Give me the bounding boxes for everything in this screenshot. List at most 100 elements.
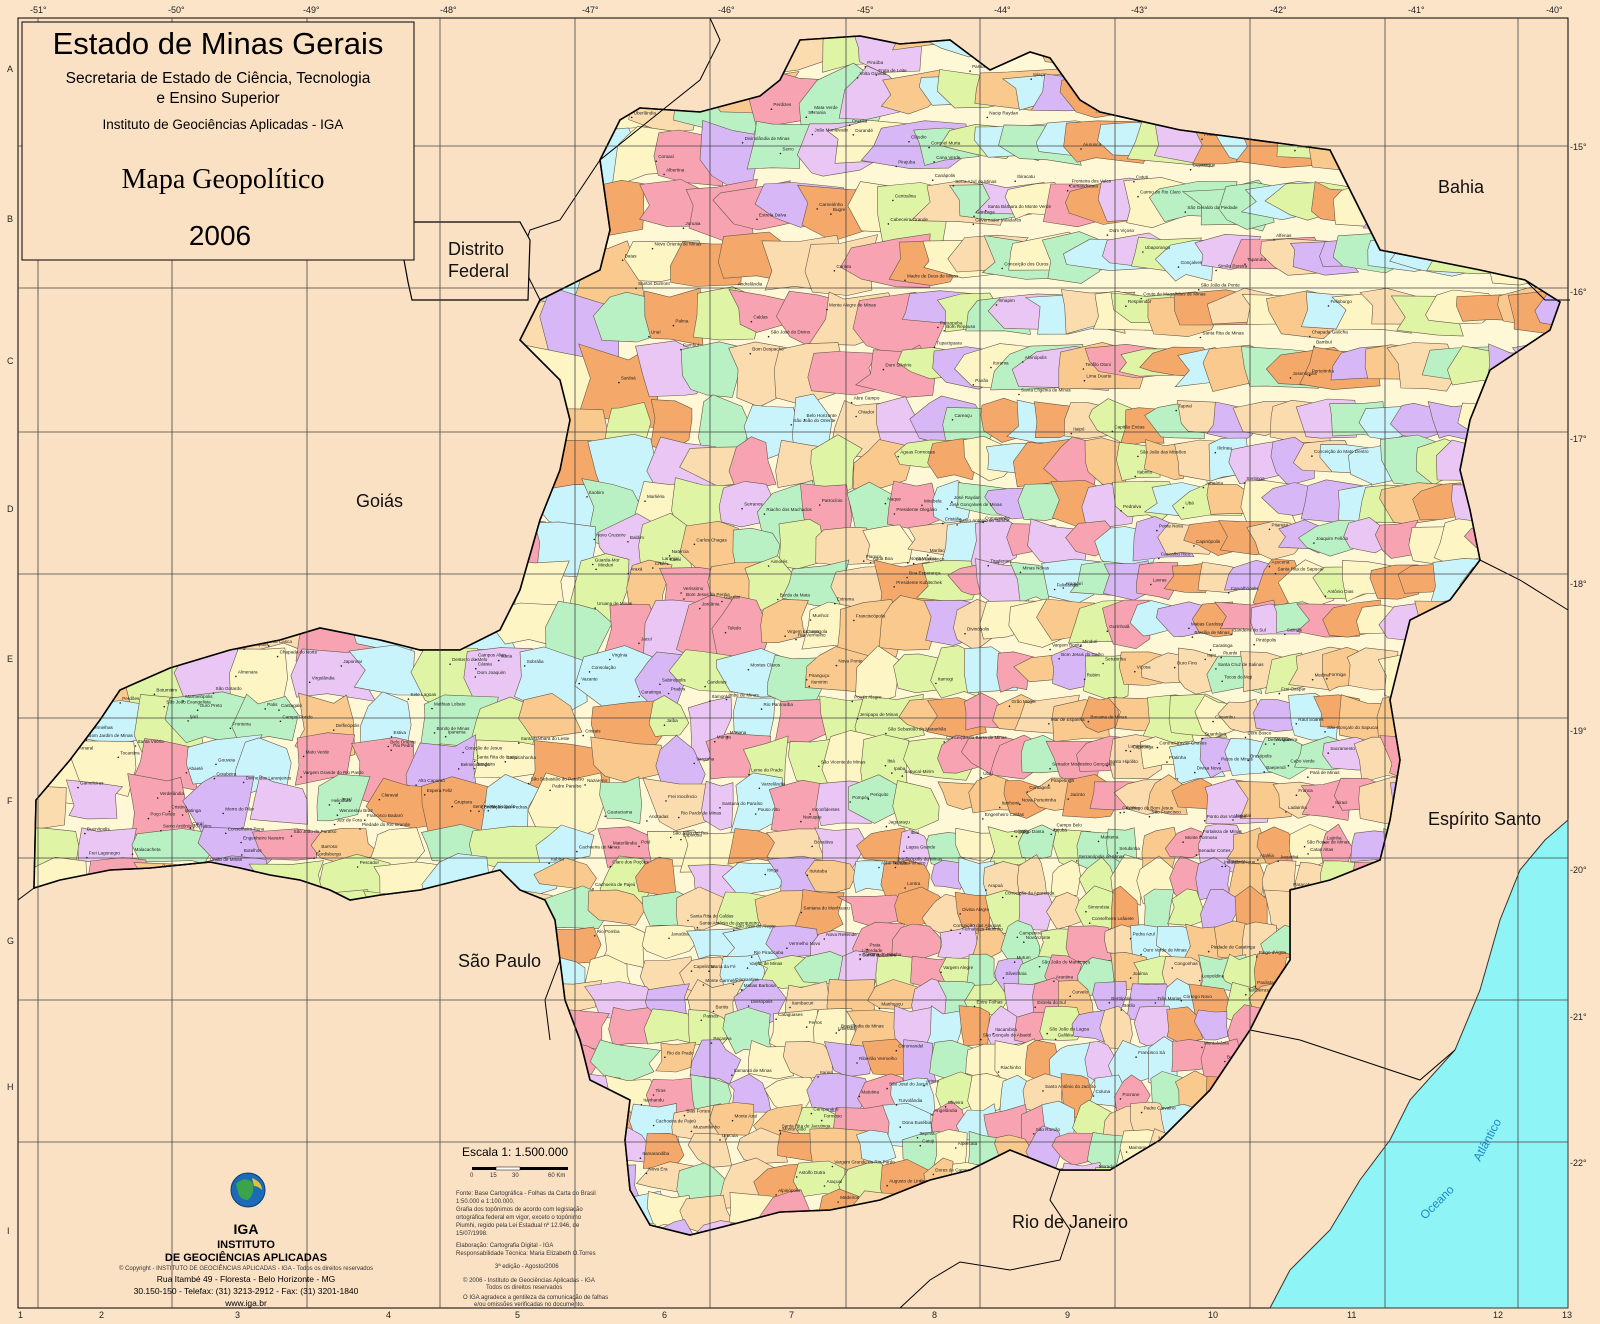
municipality-label: Sacramento [1330, 746, 1355, 751]
municipality-seat-dot [475, 676, 477, 678]
municipality-seat-dot [1313, 346, 1315, 348]
municipality-label: Unaí [651, 330, 661, 335]
municipality-seat-dot [935, 683, 937, 685]
municipality-label: Leme do Prado [751, 768, 783, 773]
municipality-label: Itabira [551, 856, 564, 861]
municipality-label: Cantagalo [281, 703, 302, 708]
municipality-seat-dot [1304, 846, 1306, 848]
municipality-seat-dot [859, 954, 861, 956]
municipality-label: Minduri [1082, 639, 1097, 644]
municipality-seat-dot [135, 745, 137, 747]
municipality-seat-dot [680, 839, 682, 841]
municipality-seat-dot [1253, 644, 1255, 646]
municipality-label: Santa Rita de Minas [1202, 331, 1244, 336]
municipality-seat-dot [940, 971, 942, 973]
municipality-seat-dot [917, 1137, 919, 1139]
municipality-seat-dot [897, 456, 899, 458]
municipality-label: Divisa Alegre [962, 907, 989, 912]
municipality-seat-dot [379, 799, 381, 801]
municipality-seat-dot [733, 983, 735, 985]
municipality-seat-dot [1285, 811, 1287, 813]
municipality-seat-dot [659, 684, 661, 686]
municipality-label: Rio Piracicaba [754, 950, 784, 955]
municipality-seat-dot [243, 782, 245, 784]
municipality-label: Brasilândia de Minas [841, 1023, 884, 1028]
municipality-label: Mata Verde [814, 105, 838, 110]
municipality-seat-dot [1265, 743, 1267, 745]
municipality-label: Poço Fundo [150, 812, 175, 817]
municipality-label: Alpercata [958, 1141, 978, 1146]
col-number: 11 [1347, 1310, 1356, 1320]
municipality-label: Serranos [744, 502, 763, 507]
municipality-seat-dot [1155, 1002, 1157, 1004]
municipality-seat-dot [1290, 377, 1292, 379]
municipality-seat-dot [528, 783, 530, 785]
municipality-label: Ouro Fino [1177, 661, 1198, 666]
municipality-label: São Francisco [1152, 810, 1182, 815]
municipality-label: Serranópolis de Minas [1079, 854, 1125, 859]
municipality-seat-dot [964, 633, 966, 635]
municipality-label: Abre Campo [854, 396, 880, 401]
municipality-label: Teófilo Otoni [1085, 362, 1111, 367]
municipality-seat-dot [1109, 1002, 1111, 1004]
lat-label: -15° [1570, 142, 1587, 152]
lon-label: -41° [1408, 5, 1425, 15]
municipality-seat-dot [86, 857, 88, 859]
municipality-seat-dot [1199, 980, 1201, 982]
municipality-label: Pedralva [1123, 504, 1142, 509]
municipality-seat-dot [775, 1018, 777, 1020]
municipality-label: Ponte Nova [1159, 524, 1183, 529]
municipality-seat-dot [851, 701, 853, 703]
municipality-label: União de Minas [210, 857, 243, 862]
municipality-seat-dot [883, 369, 885, 371]
municipality-seat-dot [863, 560, 865, 562]
municipality-seat-dot [1175, 410, 1177, 412]
col-number: 7 [789, 1310, 794, 1320]
municipality-label: Delfim Moreira [1268, 737, 1298, 742]
municipality-label: São João das Missões [1140, 449, 1187, 454]
municipality-label: Chapada Gaúcha [1312, 330, 1348, 335]
municipality-label: Goiabeira [216, 772, 236, 777]
municipality-seat-dot [665, 800, 667, 802]
municipality-seat-dot [1022, 361, 1024, 363]
municipality-label: Piumhi [1223, 651, 1237, 656]
municipality-label: Pingo d'Água [1259, 949, 1287, 955]
municipality-label: Mutum [1017, 955, 1031, 960]
municipality-seat-dot [1224, 1061, 1226, 1063]
municipality-label: Pompéu [852, 795, 870, 800]
municipality-seat-dot [837, 1201, 839, 1203]
municipality-seat-dot [795, 639, 797, 641]
municipality-label: Tocos do Moji [1224, 674, 1252, 679]
municipality-label: Prata [870, 943, 881, 948]
municipality-label: Paulistas [1257, 980, 1276, 985]
municipality-seat-dot [1069, 996, 1071, 998]
municipality-label: Diamantina [735, 977, 759, 982]
municipality-seat-dot [1212, 721, 1214, 723]
municipality-seat-dot [119, 702, 121, 704]
municipality-label: Cuparaque [1193, 163, 1216, 168]
municipality-label: Liberdade [862, 948, 883, 953]
municipality-seat-dot [222, 813, 224, 815]
municipality-label: São João da Lagoa [1049, 1027, 1089, 1032]
municipality-label: Cláudio [911, 135, 927, 140]
municipality-seat-dot [628, 573, 630, 575]
municipality-label: Verdelândia [160, 791, 185, 796]
municipality-label: Dom Bosco [1248, 730, 1272, 735]
municipality-seat-dot [1201, 1047, 1203, 1049]
municipality-seat-dot [641, 1104, 643, 1106]
municipality-seat-dot [896, 1050, 898, 1052]
municipality-seat-dot [1327, 752, 1329, 754]
municipality-seat-dot [1269, 566, 1271, 568]
municipality-label: Itaúna [820, 1070, 833, 1075]
lat-label: -16° [1570, 287, 1587, 297]
svg-text:Grafia dos topônimos de acordo: Grafia dos topônimos de acordo com legis… [456, 1207, 583, 1213]
municipality-label: Maria da Fé [711, 964, 736, 969]
municipality-label: Cabeceira Grande [890, 217, 928, 222]
municipality-seat-dot [157, 797, 159, 799]
municipality-label: Iapu [1207, 652, 1216, 657]
municipality-seat-dot [1202, 738, 1204, 740]
municipality-seat-dot [742, 142, 744, 144]
municipality-label: Sete Lagoas [410, 692, 437, 697]
municipality-seat-dot [132, 853, 134, 855]
municipality-seat-dot [1049, 649, 1051, 651]
